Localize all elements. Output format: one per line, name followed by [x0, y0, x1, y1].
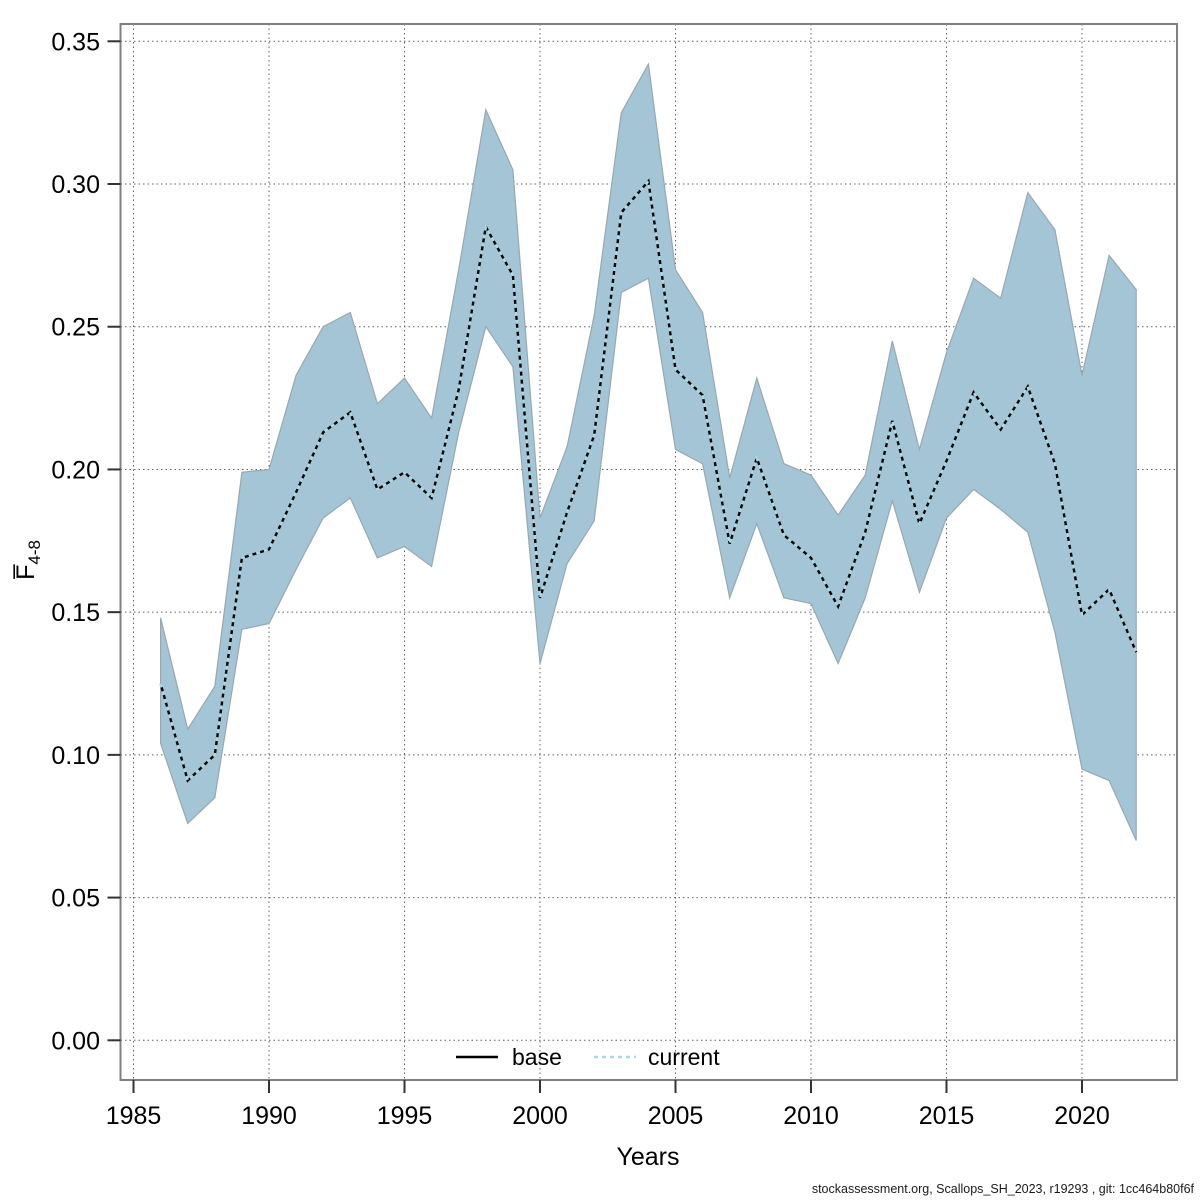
plot-border — [119, 23, 1178, 1081]
y-tick-labels: 0.00 0.05 0.10 0.15 0.20 0.25 0.30 0.35 — [51, 28, 100, 1055]
y-tick-label: 0.30 — [51, 171, 100, 199]
x-tick-label: 2005 — [648, 1102, 704, 1130]
y-tick-label: 0.10 — [51, 742, 100, 770]
x-tick-label: 2000 — [512, 1102, 568, 1130]
y-axis-title-subscript: 4-8 — [25, 540, 44, 565]
y-tick-label: 0.25 — [51, 314, 100, 342]
axis-ticks — [107, 40, 1083, 1093]
legend: base current — [456, 1044, 720, 1070]
y-tick-label: 0.15 — [51, 599, 100, 627]
legend-base-label: base — [512, 1044, 562, 1070]
x-tick-label: 1995 — [377, 1102, 433, 1130]
y-tick-label: 0.05 — [51, 885, 100, 913]
x-tick-label: 2015 — [919, 1102, 975, 1130]
x-tick-label: 2020 — [1054, 1102, 1110, 1130]
x-tick-label: 2010 — [783, 1102, 839, 1130]
legend-current-label: current — [648, 1044, 720, 1070]
y-tick-label: 0.20 — [51, 456, 100, 484]
base-line — [159, 178, 1138, 783]
y-axis-title: F̅4-8 — [12, 540, 44, 580]
x-tick-labels: 1985 1990 1995 2000 2005 2010 2015 2020 — [106, 1102, 1110, 1130]
x-tick-label: 1985 — [106, 1102, 162, 1130]
y-axis-title-main: F̅ — [12, 564, 40, 580]
confidence-band — [160, 62, 1137, 841]
y-tick-label: 0.00 — [51, 1027, 100, 1055]
x-axis-title: Years — [616, 1143, 679, 1171]
x-tick-label: 1990 — [241, 1102, 297, 1130]
footer-attribution: stockassessment.org, Scallops_SH_2023, r… — [812, 1182, 1195, 1196]
confidence-band-polygon — [160, 62, 1137, 841]
y-tick-label: 0.35 — [51, 28, 100, 56]
data-lines — [159, 178, 1138, 783]
